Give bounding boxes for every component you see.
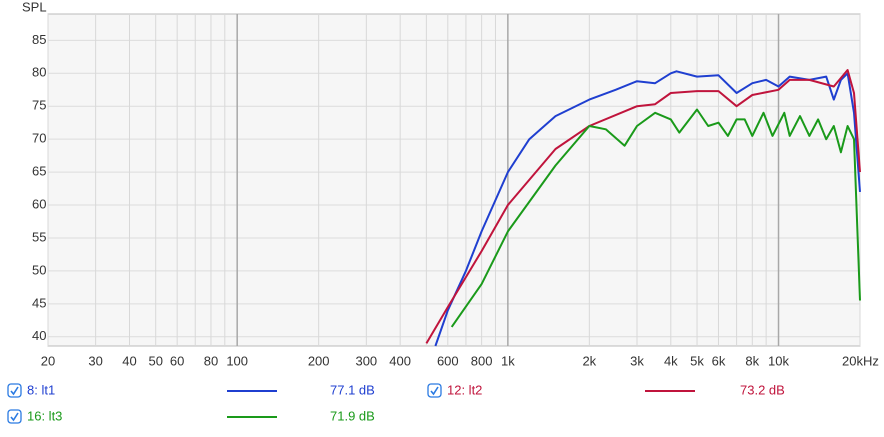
- legend-level: 71.9 dB: [330, 408, 375, 423]
- checkbox[interactable]: [7, 409, 22, 424]
- checkmark: [10, 412, 19, 422]
- x-tick-label: 100: [226, 353, 248, 368]
- x-tick-label: 200: [308, 353, 330, 368]
- checkbox[interactable]: [427, 383, 442, 398]
- checkmark: [430, 386, 439, 396]
- y-tick-label: 65: [32, 164, 46, 179]
- y-tick-label: 80: [32, 65, 46, 80]
- legend-level: 77.1 dB: [330, 382, 375, 397]
- checkmark: [10, 386, 19, 396]
- y-tick-label: 75: [32, 98, 46, 113]
- x-tick-label: 5k: [690, 353, 704, 368]
- x-tick-label: 3k: [630, 353, 644, 368]
- y-tick-label: 40: [32, 328, 46, 343]
- x-tick-label: 600: [437, 353, 459, 368]
- y-tick-label: 70: [32, 131, 46, 146]
- x-tick-label: 10k: [768, 353, 789, 368]
- legend-entry: 12: lt2 73.2 dB: [427, 382, 785, 398]
- series-line: [450, 108, 861, 328]
- y-tick-label: 55: [32, 229, 46, 244]
- checkbox[interactable]: [7, 383, 22, 398]
- x-tick-label: 8k: [745, 353, 759, 368]
- y-tick-label: 45: [32, 295, 46, 310]
- x-tick-label: 2k: [582, 353, 596, 368]
- plot-area: [47, 13, 861, 347]
- x-tick-label: 80: [204, 353, 218, 368]
- y-tick-label: 50: [32, 262, 46, 277]
- series-line: [425, 69, 861, 344]
- x-tick-label: 50: [148, 353, 162, 368]
- x-tick-label: 60: [170, 353, 184, 368]
- x-tick-label: 300: [355, 353, 377, 368]
- legend-entry: 16: lt3 71.9 dB: [7, 408, 375, 424]
- legend-level: 73.2 dB: [740, 382, 785, 397]
- x-tick-label: 800: [471, 353, 493, 368]
- y-axis-label: SPL: [22, 0, 47, 14]
- y-tick-label: 85: [32, 32, 46, 47]
- legend-entry: 8: lt1 77.1 dB: [7, 382, 375, 398]
- legend-label: 16: lt3: [27, 408, 62, 423]
- legend-label: 8: lt1: [27, 382, 55, 397]
- x-tick-label: 20kHz: [842, 353, 879, 368]
- x-tick-label: 30: [88, 353, 102, 368]
- x-tick-label: 4k: [664, 353, 678, 368]
- x-tick-label: 400: [389, 353, 411, 368]
- y-tick-label: 60: [32, 196, 46, 211]
- x-tick-label: 6k: [712, 353, 726, 368]
- x-tick-label: 20: [41, 353, 55, 368]
- legend-label: 12: lt2: [447, 382, 482, 397]
- x-tick-label: 40: [122, 353, 136, 368]
- x-tick-label: 1k: [501, 353, 515, 368]
- series-line: [434, 70, 861, 347]
